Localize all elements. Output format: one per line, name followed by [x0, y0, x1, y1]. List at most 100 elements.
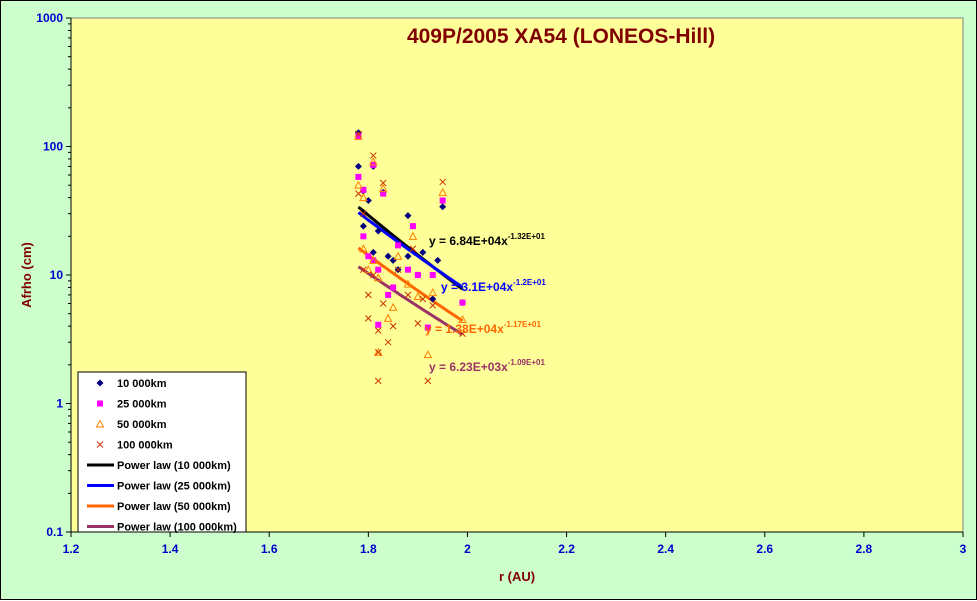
data-point: [354, 180, 363, 189]
data-point: [365, 253, 372, 260]
point-marker: [363, 265, 373, 274]
data-point: [360, 186, 367, 193]
fit-equation: y = 6.23E+03x-1.09E+01: [429, 358, 545, 374]
data-point: [393, 251, 403, 260]
point-marker: [383, 313, 393, 322]
data-point: [404, 252, 412, 260]
data-point: [389, 322, 397, 330]
data-point: [370, 257, 377, 264]
legend-label: Power law (25 000km): [117, 481, 231, 493]
fit-equation-exponent: -1.17E+01: [504, 320, 542, 329]
point-marker-stroke: [404, 291, 412, 299]
point-marker: [379, 300, 387, 307]
point-marker-stroke: [364, 314, 372, 322]
point-marker: [459, 330, 466, 337]
fit-equation-main: y = 6.84E+04x: [429, 234, 508, 248]
point-marker-stroke: [360, 210, 367, 218]
fit-equation: y = 6.84E+04x-1.32E+01: [429, 232, 545, 248]
data-point: [379, 179, 387, 187]
point-marker: [355, 173, 362, 180]
fit-equation-exponent: -1.32E+01: [508, 232, 546, 241]
data-point: [423, 350, 433, 359]
x-tick-label: 2: [464, 542, 471, 556]
point-marker: [375, 321, 382, 328]
data-point: [403, 279, 413, 288]
data-point: [359, 193, 368, 202]
data-point: [424, 324, 431, 331]
data-point: [383, 313, 393, 322]
point-marker: [403, 279, 413, 288]
point-marker: [384, 252, 392, 260]
data-point: [439, 197, 446, 204]
fit-equation-main: y = 1.38E+04x: [425, 322, 504, 336]
data-point: [355, 130, 362, 138]
point-marker: [96, 379, 104, 387]
data-point: [360, 210, 367, 218]
x-tick-label: 1.8: [360, 542, 377, 556]
point-marker-stroke: [374, 327, 382, 334]
data-point: [409, 223, 416, 230]
point-marker: [355, 190, 362, 197]
point-marker-stroke: [355, 130, 362, 138]
point-marker: [419, 295, 427, 303]
y-tick-label: 1000: [36, 11, 63, 25]
data-point: [369, 271, 377, 279]
point-marker: [354, 180, 363, 189]
point-marker: [97, 400, 103, 407]
data-point: [404, 212, 412, 220]
point-marker-stroke: [419, 295, 427, 303]
point-marker: [384, 338, 392, 346]
point-marker-stroke: [409, 245, 417, 253]
point-marker: [395, 242, 402, 249]
x-tick-label: 2.4: [657, 542, 674, 556]
point-marker-stroke: [424, 377, 432, 385]
x-tick-label: 2.2: [558, 542, 575, 556]
point-marker: [438, 187, 448, 196]
point-marker: [409, 245, 417, 253]
point-marker: [394, 266, 402, 274]
legend-item: Power law (100 000km): [87, 522, 237, 534]
data-point: [404, 266, 411, 273]
point-marker: [364, 291, 372, 299]
data-point: [419, 248, 427, 256]
point-marker: [354, 162, 362, 170]
data-point: [414, 272, 421, 278]
data-points: [354, 129, 467, 385]
data-point: [395, 242, 402, 249]
legend-item: 100 000km: [96, 440, 173, 452]
data-point: [374, 349, 382, 356]
point-marker: [424, 377, 432, 385]
data-point: [439, 178, 447, 186]
legend-item: Power law (50 000km): [87, 501, 231, 513]
point-marker-stroke: [369, 152, 377, 159]
point-marker: [368, 157, 378, 166]
point-marker: [360, 233, 367, 240]
fit-equations: y = 6.84E+04x-1.32E+01 y = 3.1E+04x-1.2E+…: [425, 232, 546, 374]
point-marker: [380, 190, 387, 197]
x-tick-label: 1.2: [63, 542, 80, 556]
point-marker: [364, 196, 372, 204]
x-tick-label: 1.6: [261, 542, 278, 556]
point-marker: [434, 256, 442, 264]
point-marker: [393, 251, 403, 260]
point-marker: [364, 314, 372, 322]
point-marker: [374, 349, 382, 356]
point-marker-stroke: [364, 291, 372, 299]
point-marker: [379, 179, 387, 187]
data-point: [363, 265, 373, 274]
point-marker: [375, 266, 382, 273]
point-marker-stroke: [355, 190, 362, 197]
data-point: [355, 190, 362, 197]
point-marker: [359, 193, 368, 202]
data-point: [429, 272, 436, 278]
point-marker-stroke: [429, 302, 437, 309]
data-point: [439, 203, 447, 211]
y-tick-label: 100: [43, 140, 63, 154]
legend-label: 50 000km: [117, 419, 167, 431]
y-tick-label: 10: [50, 268, 64, 282]
data-point: [354, 162, 362, 170]
legend-label: Power law (10 000km): [117, 460, 231, 472]
point-marker-stroke: [360, 266, 367, 274]
